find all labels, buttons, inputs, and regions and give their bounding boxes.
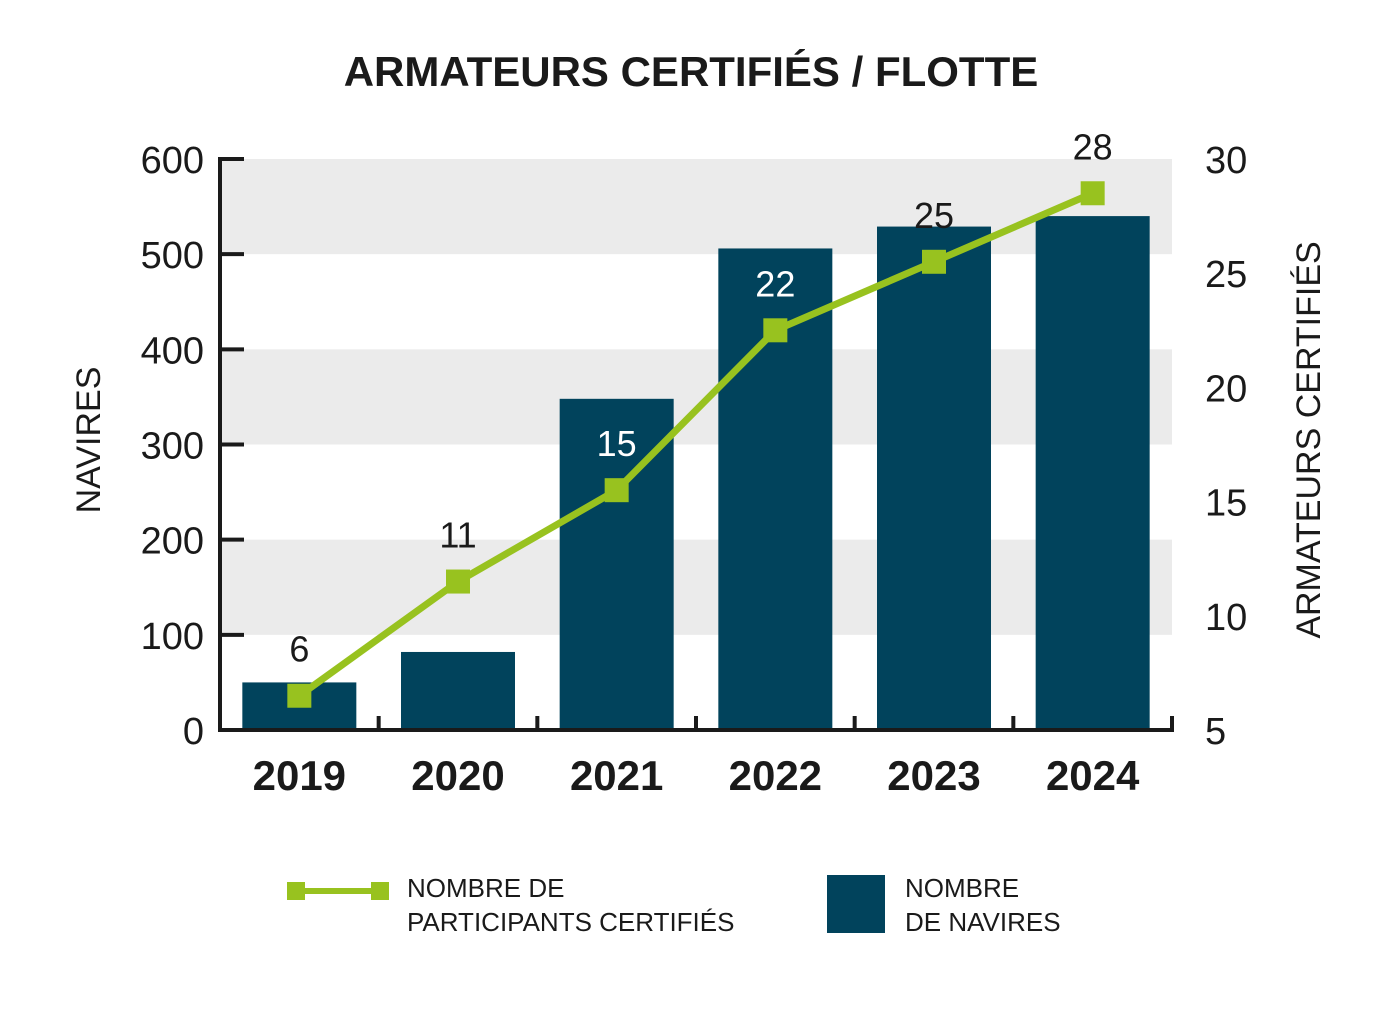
y-right-tick-label: 20 [1205,368,1247,410]
line-marker-2021 [604,478,629,503]
line-data-label: 22 [755,263,795,304]
line-marker-2020 [446,569,470,594]
legend-bar-label-line1: NOMBRE [905,873,1019,903]
x-tick-label: 2021 [570,752,663,799]
legend-line-label-line1: NOMBRE DE [407,873,564,903]
left-axis-ticks: 0 100 200 300 400 500 600 [141,140,244,753]
line-data-labels: 6 11 15 22 25 28 [289,126,1112,669]
y-left-tick-label: 300 [141,426,204,468]
y-left-axis-label: NAVIRES [70,367,108,514]
bar-2023 [877,226,991,730]
x-axis-ticks: 2019 2020 2021 2022 2023 2024 [253,752,1140,799]
line-path [297,190,1095,699]
legend-line-swatch [287,882,389,900]
y-left-tick-label: 0 [183,711,204,753]
y-right-tick-label: 5 [1205,711,1226,753]
bar-2020 [401,651,515,730]
x-tick-label: 2019 [253,752,346,799]
y-right-tick-label: 25 [1205,254,1247,296]
grid-band [220,539,1172,635]
y-left-tick-label: 200 [141,521,204,563]
grid-bands [220,159,1172,635]
y-left-tick-label: 100 [141,616,204,658]
line-marker-2022 [763,318,788,343]
legend-line-label-line2: PARTICIPANTS CERTIFIÉS [407,907,734,937]
y-right-tick-label: 15 [1205,483,1247,525]
line-data-label: 28 [1073,126,1113,167]
y-left-tick-label: 500 [141,235,204,277]
line-data-label: 6 [289,629,309,670]
y-right-tick-label: 10 [1205,597,1247,639]
right-axis-ticks: 5 10 15 20 25 30 [1205,140,1247,753]
x-tick-label: 2023 [887,752,980,799]
x-tick-label: 2024 [1046,752,1140,799]
y-right-tick-label: 30 [1205,140,1247,182]
x-tick-label: 2020 [411,752,504,799]
y-left-tick-label: 400 [141,330,204,372]
line-series [287,181,1105,708]
legend-bar-swatch [827,875,885,933]
line-data-label: 11 [439,515,476,556]
line-marker-2019 [287,683,312,708]
line-marker-2023 [922,249,946,274]
line-data-label: 25 [914,195,954,236]
legend: NOMBRE DE PARTICIPANTS CERTIFIÉS NOMBRE … [287,873,1061,937]
y-right-axis-label: ARMATEURS CERTIFIÉS [1290,241,1328,638]
y-left-tick-label: 600 [141,140,204,182]
chart-title: ARMATEURS CERTIFIÉS / FLOTTE [344,48,1039,95]
line-data-label: 15 [597,423,637,464]
grid-band [220,159,1172,255]
legend-bar-label-line2: DE NAVIRES [905,907,1061,937]
bars [242,216,1150,731]
line-marker-2024 [1080,181,1105,206]
bar-2024 [1035,216,1150,731]
grid-band [220,349,1172,445]
x-tick-label: 2022 [729,752,822,799]
